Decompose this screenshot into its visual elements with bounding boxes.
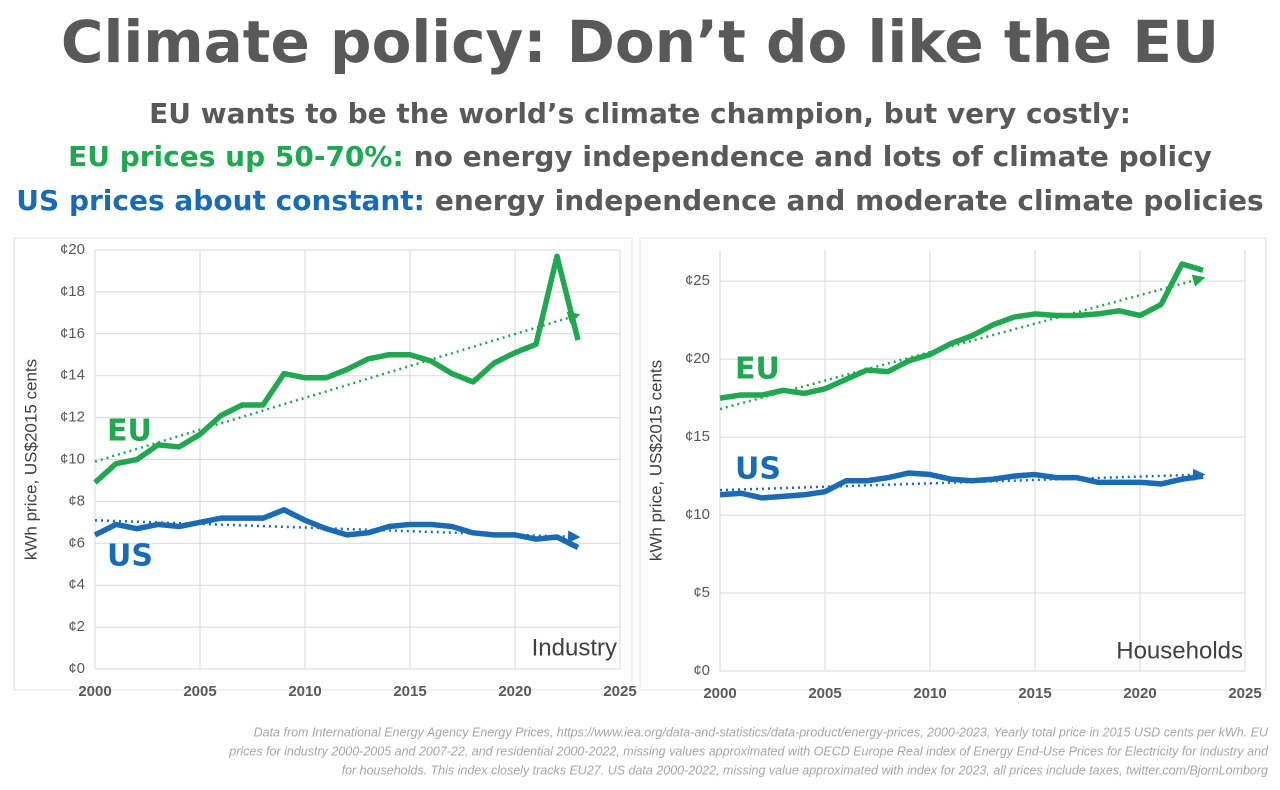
series-label: US [107,539,153,574]
x-tick-label: 2025 [603,683,636,700]
x-tick-label: 2025 [1228,685,1261,702]
x-tick-label: 2000 [703,685,736,702]
x-tick-label: 2020 [498,683,531,700]
y-tick-label: ¢0 [693,662,710,679]
y-axis-label: kWh price, US$2015 cents [646,360,665,561]
y-tick-label: ¢16 [60,325,85,342]
y-tick-label: ¢20 [60,241,85,258]
series-line [93,253,581,485]
title: Climate policy: Don’t do like the EU [61,8,1219,76]
y-tick-label: ¢8 [68,492,85,509]
trend-line [94,311,581,463]
source-line: Data from International Energy Agency En… [254,725,1269,739]
series-label: US [735,452,781,487]
series-line [719,470,1204,501]
x-tick-label: 2015 [1018,685,1051,702]
y-tick-label: ¢18 [60,283,85,300]
panel-frame [13,237,633,691]
x-tick-label: 2005 [808,685,841,702]
panel-label: Industry [532,634,617,661]
y-axis-label: kWh price, US$2015 cents [21,359,40,560]
series-line [93,507,580,550]
source-line: prices for industry 2000-2005 and 2007-2… [228,744,1269,758]
y-tick-label: ¢20 [685,350,710,367]
series-label: EU [107,414,152,449]
highlight: US prices about constant: [16,184,425,217]
y-tick-label: ¢25 [685,272,710,289]
panel-label: Households [1116,637,1243,664]
source-line: for households. This index closely track… [342,763,1268,777]
y-tick-label: ¢14 [60,367,85,384]
x-tick-label: 2020 [1123,685,1156,702]
x-tick-label: 2005 [183,683,216,700]
subtitle-line: US prices about constant: energy independ… [16,184,1263,217]
y-tick-label: ¢6 [68,534,85,551]
series-line [719,261,1204,401]
y-tick-label: ¢12 [60,409,85,426]
highlight: EU prices up 50-70%: [68,140,404,173]
y-tick-label: ¢10 [685,506,710,523]
y-tick-label: ¢0 [68,660,85,677]
y-tick-label: ¢15 [685,428,710,445]
x-tick-label: 2015 [393,683,426,700]
subtitle-text: no energy independence and lots of clima… [414,140,1212,173]
x-tick-label: 2010 [288,683,321,700]
subtitle-line: EU wants to be the world’s climate champ… [149,97,1131,130]
subtitle-text: energy independence and moderate climate… [435,184,1264,217]
y-tick-label: ¢4 [68,576,85,593]
y-tick-label: ¢2 [68,618,85,635]
x-tick-label: 2010 [913,685,946,702]
y-tick-label: ¢5 [693,584,710,601]
x-tick-label: 2000 [78,683,111,700]
y-tick-label: ¢10 [60,450,85,467]
series-label: EU [735,352,780,387]
subtitle-line: EU prices up 50-70%: no energy independen… [68,140,1212,173]
panel-frame [639,237,1267,691]
